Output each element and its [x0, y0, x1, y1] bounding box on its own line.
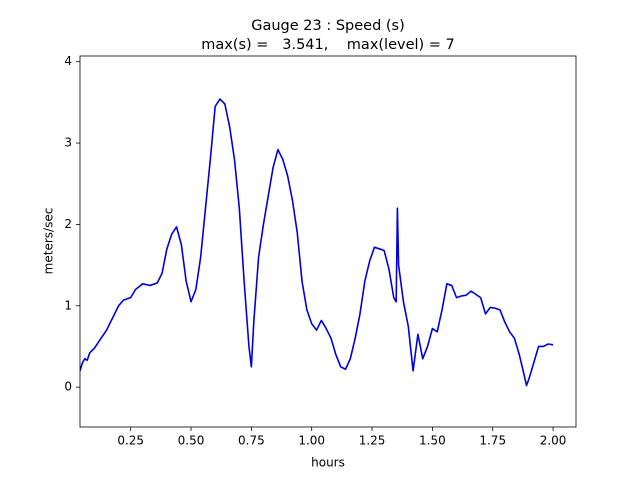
chart-subtitle: max(s) = 3.541, max(level) = 7: [201, 37, 455, 53]
y-tick-label: 0: [64, 380, 72, 394]
x-tick-label: 1.00: [298, 434, 325, 448]
x-tick-label: 1.50: [419, 434, 446, 448]
x-tick-label: 1.25: [359, 434, 386, 448]
x-tick-label: 2.00: [540, 434, 567, 448]
y-tick-label: 4: [64, 54, 72, 68]
x-tick-label: 0.50: [178, 434, 205, 448]
plot-frame: [79, 55, 577, 428]
x-axis-label: hours: [311, 456, 345, 470]
y-tick-label: 1: [64, 298, 72, 312]
x-tick-label: 0.75: [238, 434, 265, 448]
data-line: [80, 98, 554, 387]
y-axis-label: meters/sec: [42, 208, 56, 275]
x-tick-label: 1.75: [479, 434, 506, 448]
chart-title: Gauge 23 : Speed (s): [251, 18, 405, 34]
y-tick-label: 2: [64, 217, 72, 231]
y-tick-label: 3: [64, 136, 72, 150]
x-tick-label: 0.25: [117, 434, 144, 448]
